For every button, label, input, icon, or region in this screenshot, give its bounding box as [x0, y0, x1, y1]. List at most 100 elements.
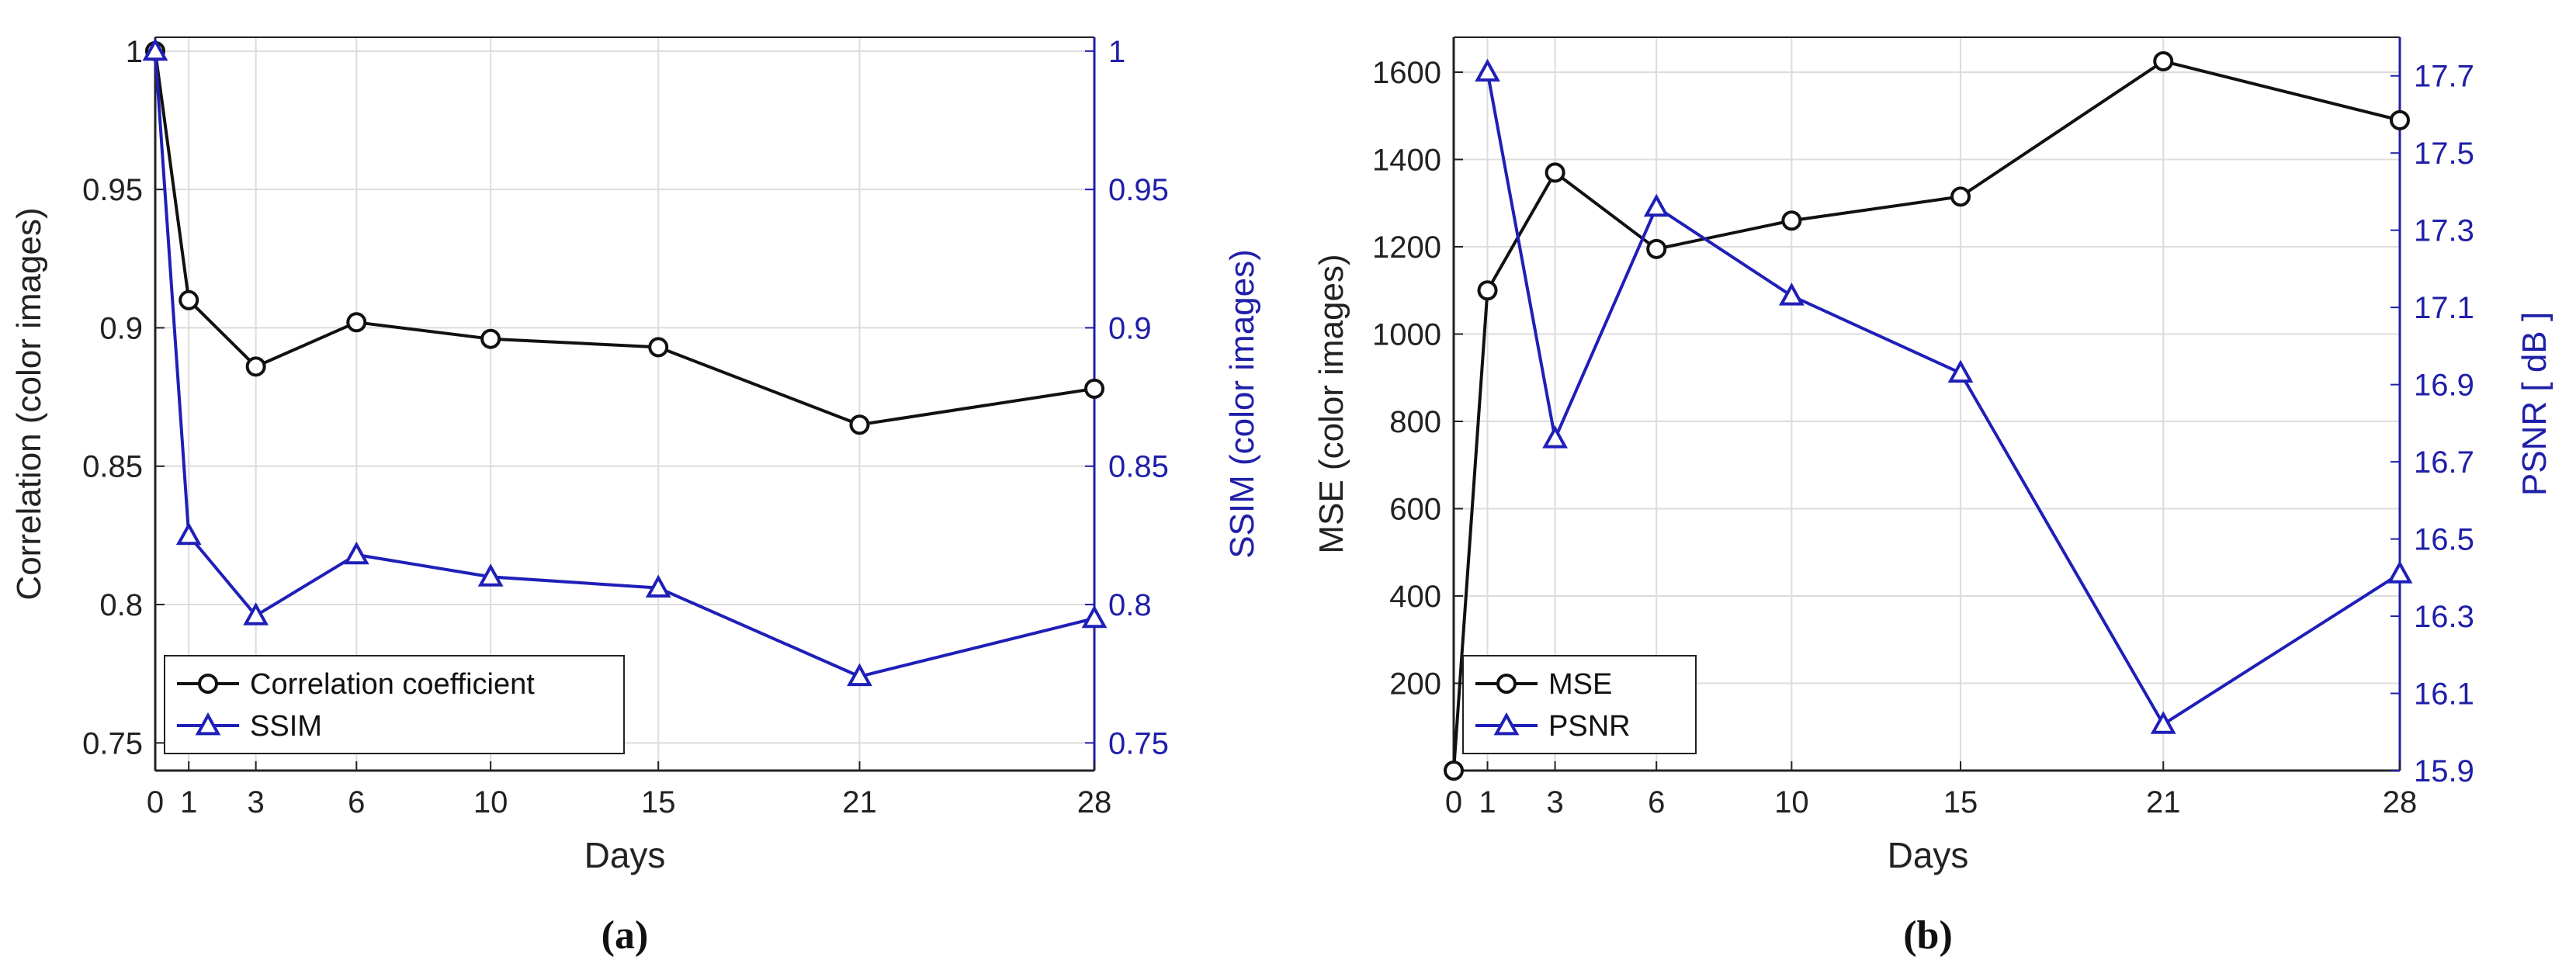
data-point	[2150, 711, 2176, 734]
right-y-axis-title: PSNR [ dB ]	[2515, 312, 2553, 496]
left-y-tick-label: 1400	[1372, 144, 1441, 178]
series-line	[1452, 59, 2401, 771]
series-psnr	[1475, 58, 2413, 734]
data-point	[346, 312, 367, 333]
data-point	[1947, 359, 1974, 383]
right-y-tick-label: 15.9	[2414, 754, 2474, 788]
left-y-tick-label: 0.85	[82, 450, 143, 484]
data-point	[480, 328, 501, 349]
left-y-tick-label: 800	[1389, 405, 1441, 439]
x-tick-label: 1	[1479, 785, 1496, 819]
data-point	[1950, 186, 1971, 207]
left-y-tick-label: 1200	[1372, 230, 1441, 265]
x-tick-label: 15	[641, 785, 676, 819]
x-tick-label: 10	[1774, 785, 1809, 819]
legend-marker	[1493, 712, 1520, 736]
right-y-tick-label: 17.7	[2414, 60, 2474, 94]
data-point	[175, 521, 202, 546]
legend: Correlation coefficient SSIM	[164, 655, 625, 754]
legend-label: Correlation coefficient	[250, 668, 535, 701]
data-point	[142, 37, 168, 61]
legend-marker	[198, 674, 218, 694]
data-point	[1477, 280, 1498, 301]
x-tick-label: 21	[842, 785, 877, 819]
legend: MSE PSNR	[1462, 655, 1697, 754]
data-point	[847, 663, 872, 687]
right-y-tick-label: 17.5	[2414, 137, 2474, 171]
data-point	[1542, 425, 1569, 449]
x-tick-label: 21	[2146, 785, 2181, 819]
left-y-tick-label: 0.95	[82, 173, 143, 207]
left-y-tick-label: 400	[1389, 580, 1441, 614]
left-y-tick-label: 0.8	[99, 588, 143, 622]
x-tick-label: 28	[1077, 785, 1112, 819]
right-y-tick-label: 1	[1108, 35, 1125, 69]
left-y-axis-title: Correlation (color images)	[10, 207, 48, 600]
x-tick-label: 6	[348, 785, 365, 819]
panel-label: (a)	[602, 913, 649, 958]
left-y-tick-label: 0.9	[99, 311, 143, 345]
data-point	[1545, 162, 1565, 183]
x-tick-label: 6	[1648, 785, 1665, 819]
x-axis-title: Days	[1888, 835, 1969, 875]
right-y-tick-label: 0.9	[1108, 311, 1152, 345]
left-y-tick-label: 200	[1389, 667, 1441, 702]
series-correlation-coefficient	[145, 40, 1104, 435]
right-y-tick-label: 0.95	[1108, 173, 1169, 207]
x-tick-label: 28	[2383, 785, 2418, 819]
axes: 0 1 3 6 10 15 21 280.750.80.850.90.9510.750.80.…	[10, 35, 1261, 875]
left-y-tick-label: 1	[126, 35, 143, 69]
data-point	[243, 602, 269, 625]
grid-lines	[154, 37, 1095, 771]
data-point	[2390, 109, 2410, 130]
data-point	[1781, 210, 1802, 231]
left-y-axis-title: MSE (color images)	[1312, 254, 1350, 553]
data-point	[179, 289, 199, 310]
legend-label: PSNR	[1548, 710, 1631, 743]
x-tick-label: 3	[1546, 785, 1563, 819]
data-point	[648, 337, 669, 358]
x-tick-label: 0	[1445, 785, 1462, 819]
legend-marker	[1496, 674, 1517, 694]
data-point	[1444, 760, 1464, 781]
right-y-tick-label: 16.1	[2414, 677, 2474, 712]
right-y-tick-label: 16.7	[2414, 445, 2474, 480]
legend-marker	[195, 712, 221, 736]
right-y-tick-label: 0.8	[1108, 588, 1152, 622]
data-point	[1643, 193, 1669, 217]
series-ssim	[142, 37, 1108, 687]
left-y-tick-label: 600	[1389, 493, 1441, 527]
x-tick-label: 10	[473, 785, 508, 819]
right-y-tick-label: 17.3	[2414, 214, 2474, 248]
panel-label: (b)	[1903, 913, 1953, 958]
data-point	[2387, 560, 2413, 584]
left-y-tick-label: 0.75	[82, 726, 143, 760]
data-point	[245, 356, 266, 377]
x-tick-label: 3	[248, 785, 265, 819]
data-point	[1084, 378, 1104, 399]
right-y-tick-label: 16.3	[2414, 600, 2474, 634]
data-point	[1475, 58, 1500, 82]
data-point	[645, 574, 671, 598]
series-line	[154, 50, 1095, 427]
left-y-tick-label: 1000	[1372, 318, 1441, 352]
right-y-tick-label: 0.75	[1108, 726, 1169, 760]
legend-box	[1462, 655, 1697, 754]
legend-label: MSE	[1548, 668, 1612, 701]
grid-lines	[1453, 37, 2401, 771]
data-point	[1646, 238, 1667, 259]
right-y-tick-label: 16.5	[2414, 523, 2474, 557]
series-line	[1486, 71, 2401, 726]
data-point	[849, 414, 870, 435]
right-y-axis-title: SSIM (color images)	[1223, 249, 1261, 559]
x-axis-title: Days	[584, 835, 666, 875]
x-tick-label: 1	[180, 785, 197, 819]
x-tick-label: 0	[147, 785, 164, 819]
legend-box	[164, 655, 625, 754]
right-y-tick-label: 17.1	[2414, 291, 2474, 325]
chart-b: 0 1 3 6 10 15 21 28 200 400 600 800 1000 1200 1400 1600…	[1312, 36, 2553, 958]
series-mse	[1444, 50, 2410, 781]
data-point	[1081, 605, 1108, 629]
